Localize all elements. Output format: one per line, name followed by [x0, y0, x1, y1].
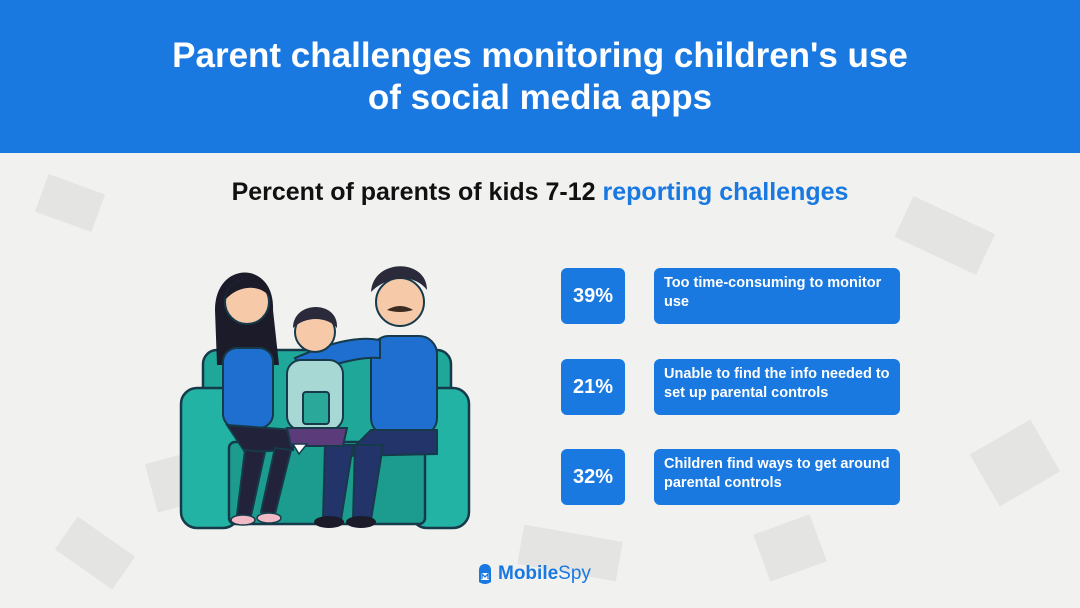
percent-badge: 39%	[561, 268, 625, 324]
challenge-label: Too time-consuming to monitor use	[654, 268, 900, 324]
brand-logo: MobileSpy	[478, 562, 591, 586]
logo-text-part1: Mobile	[498, 563, 559, 584]
percent-badge: 32%	[561, 449, 625, 505]
stat-row: 32% Children find ways to get around par…	[561, 449, 901, 505]
background-texture	[34, 173, 1061, 590]
header-banner: Parent challenges monitoring children's …	[0, 0, 1080, 153]
subtitle-accent: reporting challenges	[602, 178, 849, 206]
family-on-sofa-illustration	[179, 266, 471, 530]
challenge-label: Children find ways to get around parenta…	[654, 449, 900, 505]
subtitle-text: Percent of parents of kids 7-12	[231, 178, 596, 206]
logo-text-part2: Spy	[558, 563, 591, 584]
stat-row: 39% Too time-consuming to monitor use	[561, 268, 901, 324]
stat-row: 21% Unable to find the info needed to se…	[561, 359, 901, 415]
shield-m-icon	[479, 564, 491, 584]
challenge-label: Unable to find the info needed to set up…	[654, 359, 900, 415]
subtitle: Percent of parents of kids 7-12 reportin…	[0, 178, 1080, 207]
percent-badge: 21%	[561, 359, 625, 415]
page-title: Parent challenges monitoring children's …	[172, 35, 908, 117]
logo-text: MobileSpy	[498, 563, 591, 585]
